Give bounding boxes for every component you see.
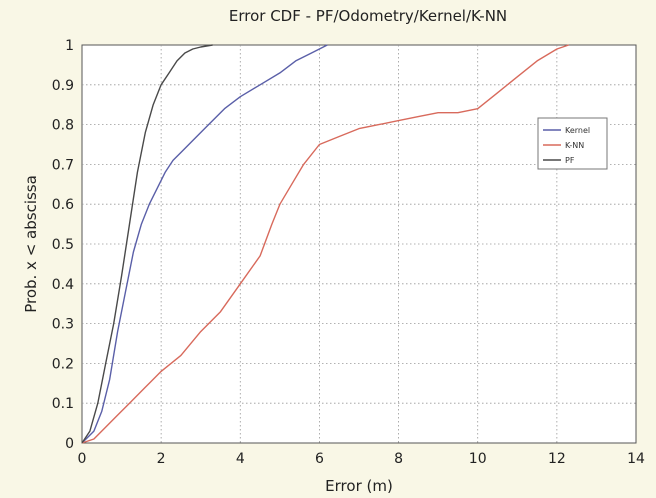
y-axis-label: Prob. x < abscissa (22, 175, 40, 313)
x-axis-ticks: 0 2 4 6 8 10 12 14 (78, 451, 645, 467)
legend-entry: K-NN (565, 141, 584, 150)
y-tick-label: 0.3 (52, 317, 74, 333)
x-tick-label: 0 (78, 451, 87, 467)
y-tick-label: 0.5 (52, 237, 74, 253)
grid-lines (82, 45, 636, 443)
x-tick-label: 2 (157, 451, 166, 467)
series-line-pf (81, 44, 213, 444)
y-tick-label: 1 (65, 38, 74, 54)
legend: Kernel K-NN PF (537, 117, 608, 170)
legend-box (537, 117, 608, 170)
series-line-k-nn (81, 44, 569, 444)
y-tick-label: 0 (65, 436, 74, 452)
data-series (81, 44, 569, 444)
y-tick-label: 0.2 (52, 356, 74, 372)
legend-entry: PF (565, 156, 575, 165)
y-tick-label: 0.9 (52, 78, 74, 94)
y-tick-label: 0.8 (52, 118, 74, 134)
y-axis-ticks: 0 0.1 0.2 0.3 0.4 0.5 0.6 0.7 0.8 0.9 1 (52, 38, 74, 452)
y-tick-label: 0.4 (52, 277, 74, 293)
x-tick-label: 14 (627, 451, 645, 467)
y-tick-label: 0.7 (52, 157, 74, 173)
chart-title: Error CDF - PF/Odometry/Kernel/K-NN (229, 7, 507, 25)
x-axis-label: Error (m) (325, 477, 393, 495)
x-tick-label: 6 (315, 451, 324, 467)
series-line-kernel (81, 44, 328, 444)
y-tick-label: 0.6 (52, 197, 74, 213)
y-tick-label: 0.1 (52, 396, 74, 412)
x-tick-label: 10 (469, 451, 487, 467)
x-tick-label: 8 (394, 451, 403, 467)
legend-entry: Kernel (565, 126, 590, 135)
x-tick-label: 4 (236, 451, 245, 467)
x-tick-label: 12 (548, 451, 566, 467)
